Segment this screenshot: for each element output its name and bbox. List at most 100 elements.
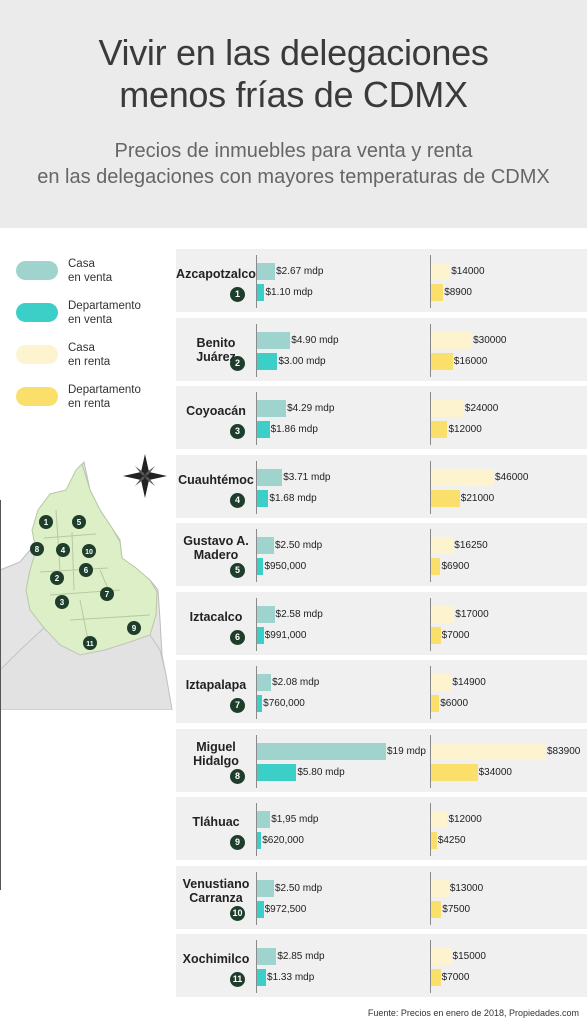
- bar-label-depto-venta-iztacalco: $991,000: [264, 629, 307, 641]
- cdmx-map: 1 5 8 4 10 6 2 7 3 9 11: [0, 454, 173, 710]
- delegation-name-cuauhtemoc: Cuauhtémoc: [178, 472, 254, 487]
- renta-axis-iztapalapa: [430, 666, 431, 719]
- row-benito-juarez: [176, 317, 587, 381]
- bar-casa-renta-azcapotzalco: [431, 263, 451, 280]
- renta-axis-coyoacan: [430, 392, 431, 445]
- row-azcapotzalco: [176, 249, 587, 312]
- bar-casa-renta-miguel-hidalgo: [431, 742, 546, 760]
- renta-axis-iztacalco: [430, 597, 431, 651]
- row-gustavo-a-madero: [176, 523, 587, 586]
- delegation-name-coyoacan: Coyoacán: [186, 404, 246, 418]
- bar-casa-venta-azcapotzalco: [257, 263, 276, 280]
- legend-swatch-depto-venta: [16, 303, 58, 322]
- bar-label-casa-venta-cuauhtemoc: $3.71 mdp: [283, 471, 331, 483]
- bar-depto-renta-tlahuac: [431, 832, 437, 849]
- row-miguel-hidalgo: [176, 728, 587, 792]
- bar-label-casa-renta-iztacalco: $17000: [455, 608, 489, 620]
- bar-label-depto-renta-benito-juarez: $16000: [453, 355, 488, 367]
- delegation-number-iztapalapa: 7: [230, 698, 245, 713]
- bar-depto-venta-azcapotzalco: [257, 284, 265, 301]
- bar-depto-renta-iztapalapa: [431, 695, 440, 712]
- bar-label-casa-venta-venustiano-carranza: $2.50 mdp: [274, 882, 323, 894]
- bar-label-depto-renta-xochimilco: $7000: [441, 972, 470, 983]
- map-badge-4: 4: [61, 546, 66, 555]
- map-badge-8: 8: [35, 545, 40, 554]
- bar-label-depto-renta-cuauhtemoc: $21000: [460, 492, 495, 504]
- row-xochimilco: [176, 934, 587, 997]
- bar-depto-venta-coyoacan: [257, 421, 270, 438]
- bar-label-casa-venta-benito-juarez: $4.90 mdp: [291, 334, 339, 346]
- bar-label-casa-renta-xochimilco: $15000: [452, 951, 486, 962]
- map-badge-6: 6: [84, 566, 89, 575]
- bar-depto-venta-tlahuac: [257, 832, 262, 849]
- legend-label-casa-venta: Casa en venta: [68, 258, 113, 284]
- delegation-name-gustavo-a-madero: Gustavo A. Madero: [183, 534, 249, 562]
- delegation-number-iztacalco: 6: [230, 629, 245, 645]
- bar-label-depto-venta-xochimilco: $1.33 mdp: [267, 972, 315, 983]
- map-badge-9: 9: [132, 624, 137, 633]
- legend-swatch-casa-renta: [16, 345, 58, 364]
- delegation-number-cuauhtemoc: 4: [230, 492, 245, 508]
- renta-axis-benito-juarez: [430, 323, 431, 377]
- bar-casa-venta-iztacalco: [257, 605, 275, 623]
- compass-rose-icon: [123, 454, 167, 498]
- renta-axis-gustavo-a-madero: [430, 529, 431, 582]
- bar-depto-venta-gustavo-a-madero: [257, 558, 264, 575]
- renta-axis-azcapotzalco: [430, 255, 431, 308]
- row-iztacalco: [176, 591, 587, 655]
- bar-casa-venta-venustiano-carranza: [257, 879, 274, 897]
- bar-label-depto-venta-iztapalapa: $760,000: [263, 698, 305, 709]
- venta-axis-xochimilco: [256, 940, 257, 993]
- bar-depto-venta-cuauhtemoc: [257, 489, 269, 507]
- left-divider: [0, 500, 1, 890]
- venta-axis-coyoacan: [256, 392, 257, 445]
- bar-depto-renta-gustavo-a-madero: [431, 558, 441, 575]
- map-badge-2: 2: [55, 574, 60, 583]
- map-badge-1: 1: [44, 518, 49, 527]
- renta-axis-xochimilco: [430, 940, 431, 993]
- row-iztapalapa: [176, 660, 587, 723]
- bar-label-depto-renta-iztapalapa: $6000: [440, 698, 469, 709]
- header-panel: Vivir en las delegaciones menos frías de…: [0, 0, 587, 228]
- bar-casa-venta-gustavo-a-madero: [257, 537, 274, 554]
- legend-label-depto-venta: Departamento en venta: [68, 300, 141, 326]
- legend-swatch-casa-venta: [16, 261, 58, 280]
- bar-depto-renta-cuauhtemoc: [431, 489, 460, 507]
- bar-label-depto-renta-gustavo-a-madero: $6900: [441, 561, 470, 572]
- delegation-name-venustiano-carranza: Venustiano Carranza: [182, 876, 250, 905]
- map-badges: 1 5 8 4 10 6 2 7 3 9 11: [30, 515, 141, 650]
- bar-casa-renta-iztapalapa: [431, 674, 452, 691]
- bar-label-casa-renta-benito-juarez: $30000: [473, 334, 507, 346]
- bar-depto-venta-iztapalapa: [257, 695, 263, 712]
- bar-label-casa-renta-tlahuac: $12000: [448, 814, 482, 825]
- legend-label-depto-renta: Departamento en renta: [68, 384, 141, 410]
- venta-axis-azcapotzalco: [256, 255, 257, 308]
- row-venustiano-carranza: [176, 865, 587, 929]
- delegation-number-xochimilco: 11: [230, 972, 245, 987]
- bar-casa-venta-miguel-hidalgo: [257, 742, 386, 760]
- bar-label-casa-venta-tlahuac: $1,95 mdp: [271, 814, 319, 825]
- title-line-1: Vivir en las delegaciones: [98, 32, 489, 73]
- bar-label-depto-venta-azcapotzalco: $1.10 mdp: [265, 287, 313, 298]
- delegation-name-iztapalapa: Iztapalapa: [185, 678, 247, 692]
- venta-axis-miguel-hidalgo: [256, 734, 257, 788]
- row-coyoacan: [176, 386, 587, 449]
- delegation-number-venustiano-carranza: 10: [230, 905, 245, 921]
- delegation-number-gustavo-a-madero: 5: [230, 563, 245, 578]
- subtitle-line-1: Precios de inmuebles para venta y renta: [114, 140, 473, 162]
- bar-depto-venta-benito-juarez: [257, 352, 278, 370]
- bar-label-casa-venta-gustavo-a-madero: $2.50 mdp: [274, 540, 323, 551]
- bar-label-casa-renta-coyoacan: $24000: [464, 403, 499, 414]
- bar-label-casa-renta-iztapalapa: $14900: [452, 677, 486, 688]
- bar-label-casa-venta-iztacalco: $2.58 mdp: [275, 608, 323, 620]
- bar-casa-venta-iztapalapa: [257, 674, 272, 691]
- venta-axis-iztacalco: [256, 597, 257, 651]
- map-badge-11: 11: [86, 641, 94, 648]
- bar-depto-renta-xochimilco: [431, 969, 441, 986]
- bar-depto-renta-iztacalco: [431, 626, 441, 644]
- renta-axis-venustiano-carranza: [430, 871, 431, 925]
- bar-casa-renta-tlahuac: [431, 811, 448, 828]
- bar-label-depto-renta-coyoacan: $12000: [448, 424, 482, 435]
- legend-swatch-depto-renta: [16, 387, 58, 406]
- venta-axis-benito-juarez: [256, 323, 257, 377]
